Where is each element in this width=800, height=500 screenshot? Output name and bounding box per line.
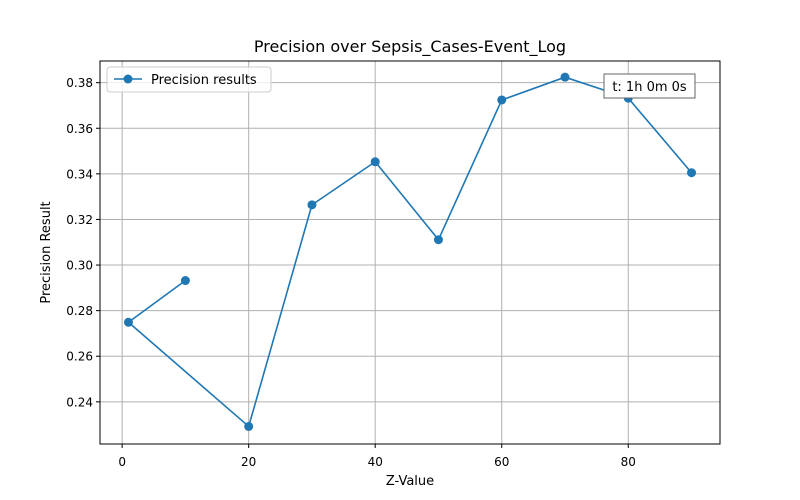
data-point [307,200,317,210]
data-point [497,95,507,105]
y-tick-label: 0.24 [66,395,93,409]
legend: Precision results [106,66,272,93]
y-tick-label: 0.30 [66,259,93,273]
data-point [687,168,697,178]
data-point [370,157,380,167]
annotation-box [603,73,696,99]
x-tick-label: 60 [494,455,509,469]
legend-label: Precision results [151,73,257,88]
legend-box [106,66,272,93]
time-annotation: t: 1h 0m 0s [603,73,696,99]
data-point [180,276,190,286]
series-markers [123,72,697,431]
y-tick-label: 0.36 [66,122,93,136]
x-axis-label: Z-Value [386,474,434,489]
x-tick-label: 0 [118,455,126,469]
y-tick-label: 0.38 [66,76,93,90]
x-tick-label: 80 [621,455,636,469]
chart-title: Precision over Sepsis_Cases-Event_Log [254,37,566,57]
data-point [433,235,443,245]
y-axis-ticks: 0.24 0.26 0.28 0.30 0.32 0.34 0.36 0.38 [66,76,100,409]
y-tick-label: 0.34 [66,167,93,181]
annotation-text: t: 1h 0m 0s [612,80,687,95]
x-tick-label: 40 [368,455,383,469]
y-axis-label: Precision Result [39,201,54,303]
legend-marker-swatch [123,74,133,84]
x-axis-ticks: 0 20 40 60 80 [118,444,636,469]
grid [100,61,720,444]
data-point [560,72,570,82]
series-line [127,76,693,428]
y-tick-label: 0.28 [66,304,93,318]
plot-area-frame [99,60,721,445]
y-tick-label: 0.32 [66,213,93,227]
y-tick-label: 0.26 [66,350,93,364]
data-point [123,317,133,327]
x-tick-label: 20 [241,455,256,469]
data-point [244,421,254,431]
series-line-layer [127,76,693,428]
